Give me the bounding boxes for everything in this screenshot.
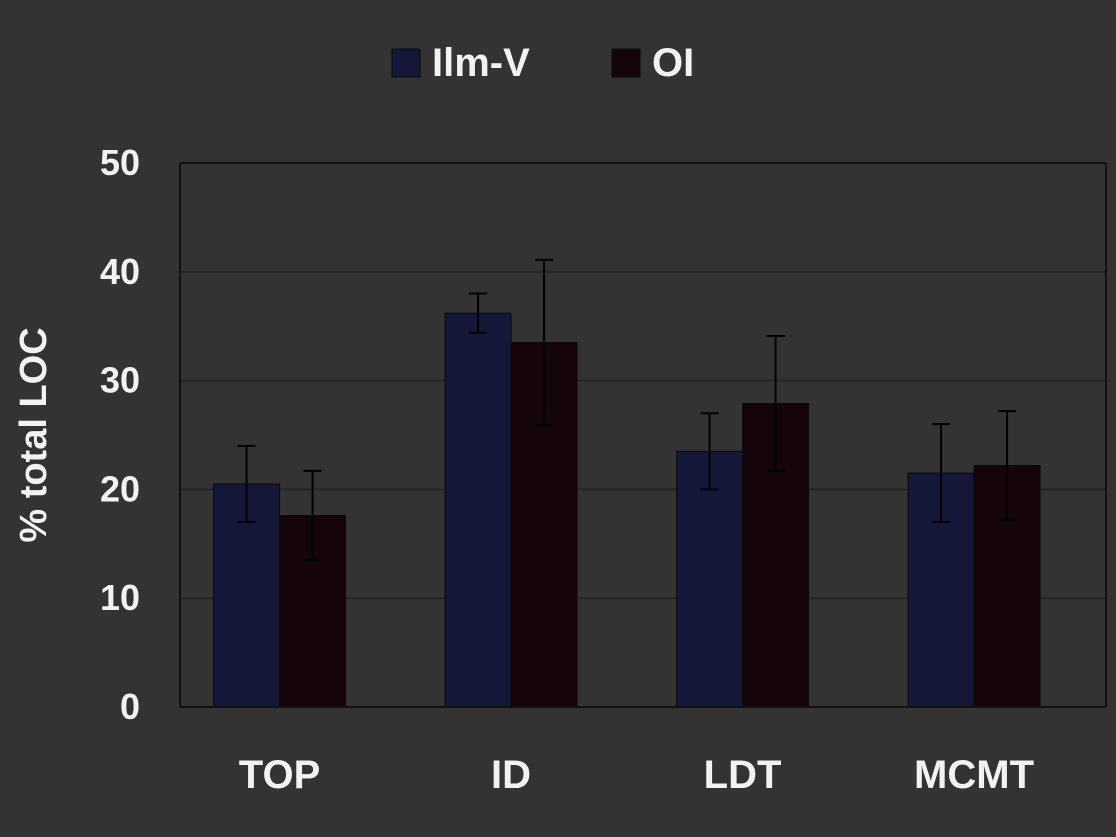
y-axis-label: % total LOC bbox=[13, 327, 55, 542]
axes bbox=[179, 163, 1107, 708]
category-label: TOP bbox=[239, 753, 321, 797]
legend-label: Ilm-V bbox=[432, 41, 530, 85]
legend: Ilm-V OI bbox=[391, 41, 694, 85]
y-tick-label: 40 bbox=[100, 251, 140, 292]
y-tick-label: 10 bbox=[100, 577, 140, 618]
y-tick-label: 50 bbox=[100, 142, 140, 183]
y-tick-labels: 0 10 20 30 40 50 bbox=[100, 142, 140, 727]
category-label: MCMT bbox=[914, 753, 1034, 797]
category-label: ID bbox=[491, 753, 531, 797]
y-tick-label: 0 bbox=[120, 686, 140, 727]
bar-ilm-v-id bbox=[444, 312, 512, 708]
y-tick-label: 20 bbox=[100, 468, 140, 509]
category-labels: TOP ID LDT MCMT bbox=[239, 753, 1034, 797]
category-label: LDT bbox=[704, 753, 782, 797]
bar-ilm-v-ldt bbox=[676, 450, 744, 708]
bars bbox=[213, 258, 1041, 708]
legend-swatch bbox=[611, 48, 641, 78]
legend-swatch bbox=[391, 48, 421, 78]
legend-label: OI bbox=[652, 41, 694, 85]
y-tick-label: 30 bbox=[100, 360, 140, 401]
